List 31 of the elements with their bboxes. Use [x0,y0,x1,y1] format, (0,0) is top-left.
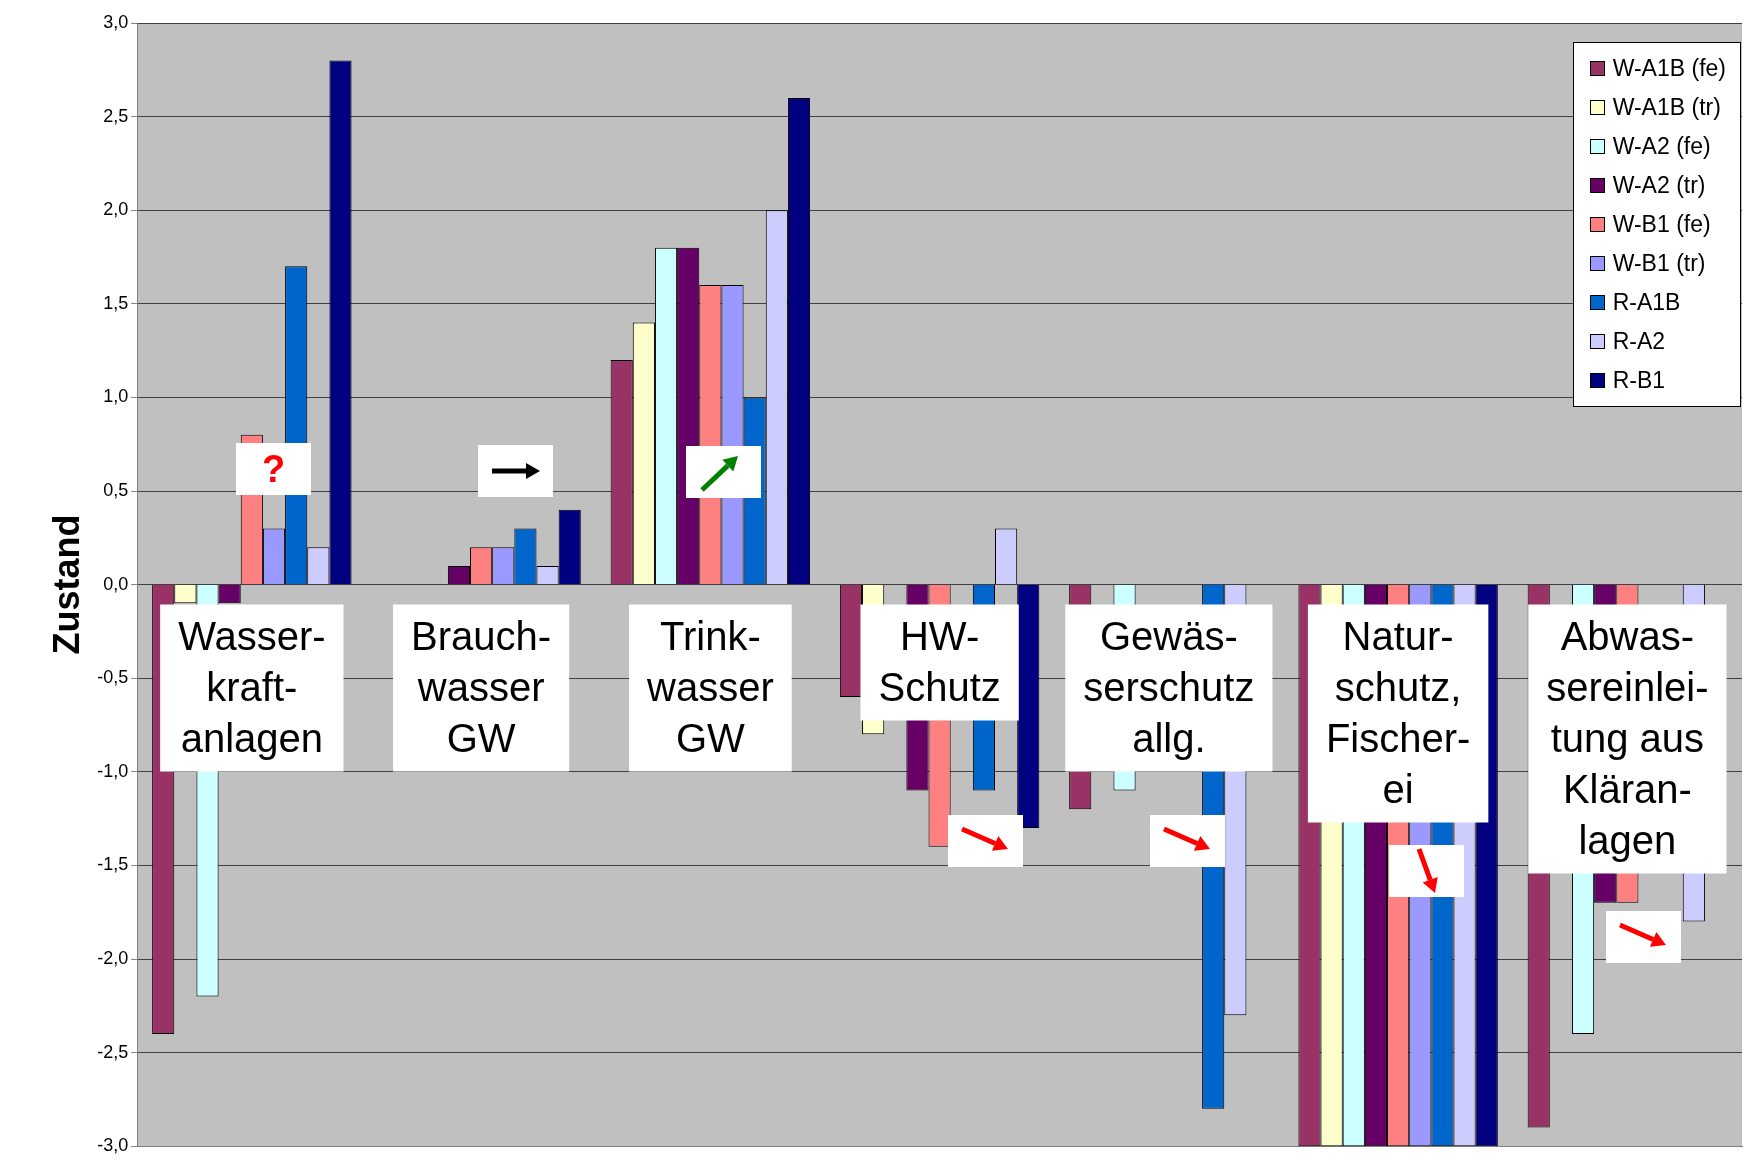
y-tick-label: -1,5 [97,854,129,875]
y-tick-label: 1,0 [103,386,129,407]
y-tick-label: 1,5 [103,292,129,313]
y-tick-label: 0,5 [103,479,129,500]
annotation: ? [236,443,311,495]
x-tick-label: Brauch- wasser GW [411,613,552,760]
y-tick-label: -1,0 [97,760,129,781]
y-tick-label: 3,0 [103,11,129,32]
x-tick-label: Wasser- kraft- anlagen [178,613,326,760]
x-tick-label: Abwas- sereinlei- tung aus Kläran- lagen [1546,613,1709,862]
y-tick-label: -0,5 [97,667,129,688]
legend-label: W-A1B (fe) [1612,55,1726,82]
y-tick-label: -2,5 [97,1041,129,1062]
y-axis-title: Zustand [45,514,87,655]
legend-label: W-A2 (tr) [1612,172,1706,199]
legend-label: R-A2 [1612,328,1666,355]
legend-label: R-A1B [1612,289,1681,316]
legend-label: R-B1 [1612,367,1666,394]
legend-label: W-B1 (tr) [1612,250,1706,277]
y-tick-label: -2,0 [97,947,129,968]
x-tick-label: Gewäs- serschutz allg. [1083,613,1255,760]
y-tick-label: 0,0 [103,573,129,594]
y-tick-label: 2,0 [103,199,129,220]
x-tick-label: Natur- schutz, Fischer- ei [1325,613,1471,811]
x-tick-label: Trink- wasser GW [646,613,774,760]
legend-label: W-A2 (fe) [1612,133,1711,160]
y-tick-label: -3,0 [97,1135,129,1156]
y-tick-label: 2,5 [103,105,129,126]
legend-label: W-B1 (fe) [1612,211,1711,238]
x-tick-label: HW- Schutz [878,613,1001,709]
legend-label: W-A1B (tr) [1612,94,1721,121]
